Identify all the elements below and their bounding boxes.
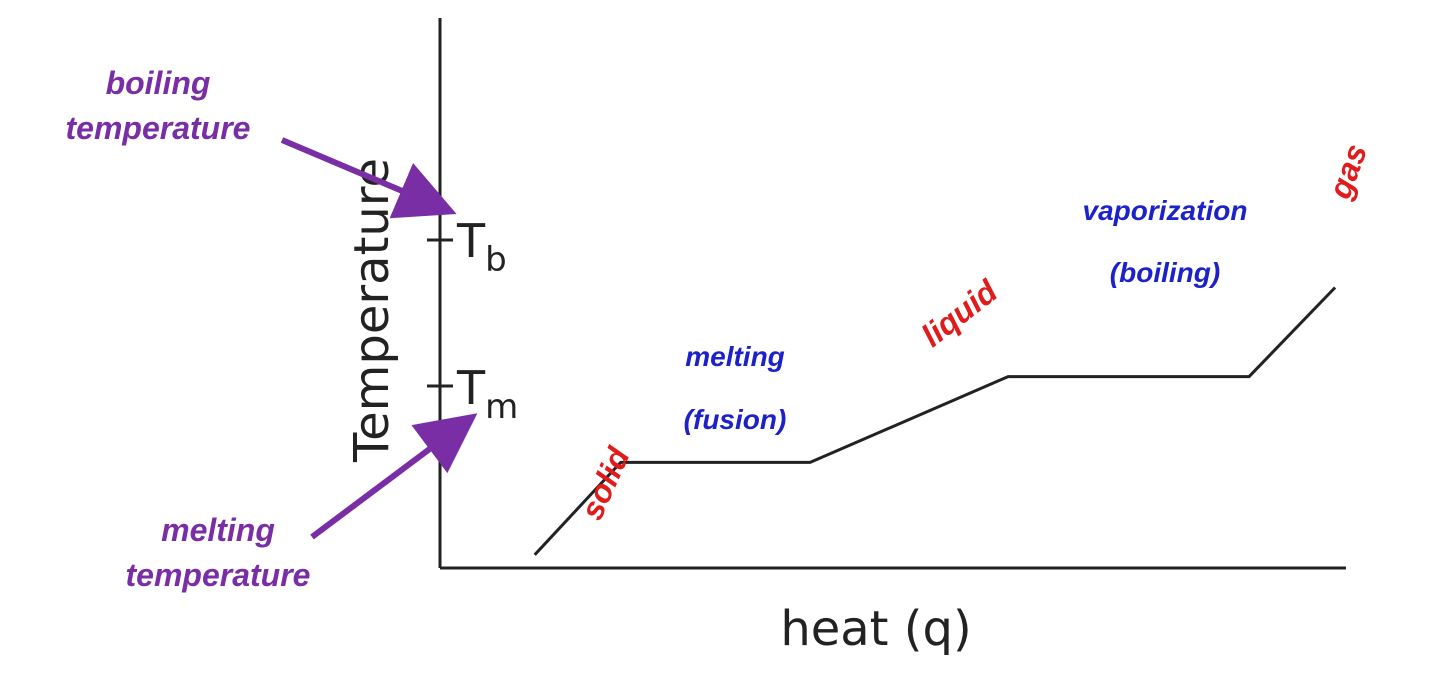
annotation-boiling-line1: boiling [106,65,211,101]
annotation-melting-arrow [310,413,478,540]
y-tick-tb-main: T [456,214,486,268]
label-vaporization: vaporization [1083,195,1248,226]
annotation-melting-line1: melting [161,512,275,548]
annotation-melting-line2: temperature [126,557,311,593]
y-axis-label: Temperature [344,158,400,463]
label-liquid: liquid [915,272,1006,354]
y-tick-tm-sub: m [485,387,518,427]
heating-curve-line [533,286,1337,556]
annotation-boiling-line2: temperature [66,110,251,146]
label-gas: gas [1321,139,1374,204]
y-tick-tb-label: Tb [456,214,507,280]
y-tick-tm-main: T [456,361,486,415]
x-axis-label: heat (q) [780,601,971,657]
label-melting: melting [685,341,785,372]
y-tick-tb-sub: b [485,240,507,280]
label-fusion: (fusion) [684,404,787,435]
y-tick-tm-label: Tm [456,361,518,427]
annotation-boiling-arrow [280,137,457,219]
label-solid: solid [573,441,637,525]
label-boiling: (boiling) [1110,257,1220,288]
